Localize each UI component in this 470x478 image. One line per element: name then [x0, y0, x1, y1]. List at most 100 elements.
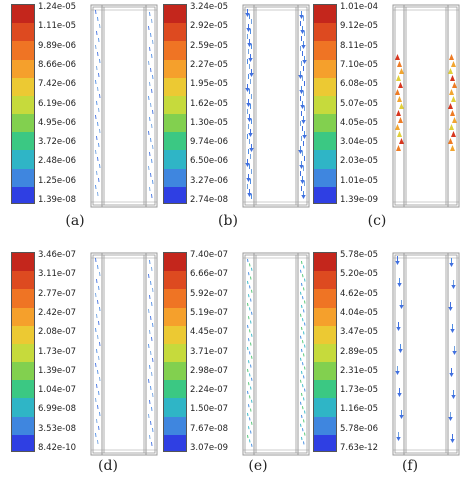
colorbar-tick-label: 6.08e-05: [340, 79, 379, 90]
velocity-vector: [99, 93, 101, 99]
velocity-vector: [96, 100, 98, 106]
colorbar-tick-label: 9.12e-05: [340, 21, 379, 32]
velocity-vector: [96, 30, 98, 36]
velocity-vector-head: [451, 395, 456, 399]
velocity-vector: [149, 364, 151, 370]
colorbar-swatch: [164, 41, 186, 61]
colorbar-swatch: [12, 289, 34, 309]
velocity-vector: [451, 96, 456, 102]
velocity-vector: [451, 131, 456, 137]
colorbar-tick-label: 8.11e-05: [340, 40, 379, 51]
velocity-vector: [151, 158, 153, 164]
velocity-vector: [95, 362, 97, 368]
velocity-vector: [450, 75, 455, 81]
colorbar-tick-label: 2.42e-07: [38, 307, 77, 318]
colorbar-swatch: [164, 150, 186, 170]
velocity-vector: [95, 432, 97, 438]
velocity-vector: [98, 425, 100, 431]
velocity-vector-head: [298, 150, 303, 154]
velocity-vector: [148, 273, 150, 279]
velocity-vector: [97, 86, 99, 92]
velocity-vector: [149, 116, 151, 122]
velocity-vector: [251, 267, 253, 271]
colorbar-swatch: [164, 114, 186, 133]
velocity-vector: [251, 333, 253, 337]
velocity-vector: [148, 25, 150, 31]
velocity-vector: [448, 68, 453, 74]
velocity-vector-head: [246, 28, 251, 32]
velocity-vector: [452, 117, 457, 123]
velocity-vector: [97, 16, 99, 22]
colorbar-tick-label: 2.77e-07: [38, 288, 77, 299]
velocity-vector: [150, 280, 152, 286]
velocity-vector: [449, 54, 454, 60]
colorbar-tick-label: 4.05e-05: [340, 117, 379, 128]
colorbar-swatch: [164, 398, 186, 418]
velocity-vector: [300, 357, 302, 361]
colorbar-swatch: [12, 380, 34, 399]
velocity-vector: [301, 326, 303, 331]
colorbar-swatch: [164, 132, 186, 151]
velocity-vector: [148, 378, 150, 384]
velocity-vector: [303, 287, 305, 291]
colorbar-swatch: [12, 95, 34, 115]
velocity-vector-head: [450, 439, 455, 443]
velocity-vector: [251, 443, 253, 447]
colorbar-tick-label: 3.11e-07: [38, 269, 77, 280]
velocity-vector: [451, 61, 456, 67]
velocity-vector: [99, 163, 101, 169]
velocity-vector-head: [300, 105, 305, 109]
velocity-vector: [301, 436, 303, 441]
velocity-vector-head: [299, 15, 304, 19]
velocity-vector: [249, 263, 251, 267]
velocity-vector: [302, 428, 304, 432]
velocity-vector: [304, 410, 306, 414]
colorbar-swatch: [12, 253, 34, 272]
flow-domain: [392, 4, 460, 208]
velocity-vector: [302, 362, 304, 366]
colorbar-swatch: [12, 325, 34, 345]
velocity-vector-head: [300, 180, 305, 184]
colorbar-swatch: [164, 77, 186, 97]
colorbar-swatch: [12, 362, 34, 381]
velocity-vector: [152, 357, 154, 363]
velocity-vector: [98, 142, 100, 148]
colorbar-tick-label: 4.04e-05: [340, 307, 379, 318]
colorbar-swatch: [12, 416, 34, 436]
colorbar-swatch: [314, 289, 336, 309]
colorbar-swatch: [314, 59, 336, 79]
velocity-vector: [249, 285, 251, 289]
velocity-vector: [249, 351, 251, 355]
velocity-vector: [300, 335, 302, 339]
velocity-vector: [152, 39, 154, 45]
vector-field-plot: [242, 252, 310, 456]
velocity-vector: [397, 131, 402, 137]
colorbar-tick-label: 2.89e-05: [340, 346, 379, 357]
velocity-vector: [247, 346, 249, 351]
velocity-vector: [303, 375, 305, 379]
velocity-vector: [304, 300, 306, 304]
velocity-vector: [152, 427, 154, 433]
velocity-vector: [151, 406, 153, 412]
velocity-vector-head: [299, 165, 304, 169]
colorbar-tick-label: 1.24e-05: [38, 2, 77, 12]
colorbar-swatch: [314, 325, 336, 345]
colorbar-swatch: [314, 168, 336, 188]
velocity-vector: [302, 318, 304, 322]
velocity-vector: [150, 172, 152, 178]
colorbar-tick-label: 7.67e-08: [190, 423, 229, 434]
velocity-vector: [250, 408, 252, 412]
colorbar: [313, 252, 337, 452]
velocity-vector: [448, 103, 453, 109]
colorbar-swatch: [314, 307, 336, 327]
velocity-vector: [248, 404, 250, 408]
velocity-vector: [149, 151, 151, 157]
panel-b: 3.24e-05 2.92e-05 2.59e-05 2.27e-05 1.95e-05…: [160, 2, 310, 212]
velocity-vector: [303, 309, 305, 313]
velocity-vector: [251, 355, 253, 359]
velocity-vector: [99, 411, 101, 417]
velocity-vector: [300, 269, 302, 273]
colorbar-swatch: [164, 23, 186, 42]
velocity-vector: [98, 72, 100, 78]
velocity-vector: [249, 439, 251, 443]
